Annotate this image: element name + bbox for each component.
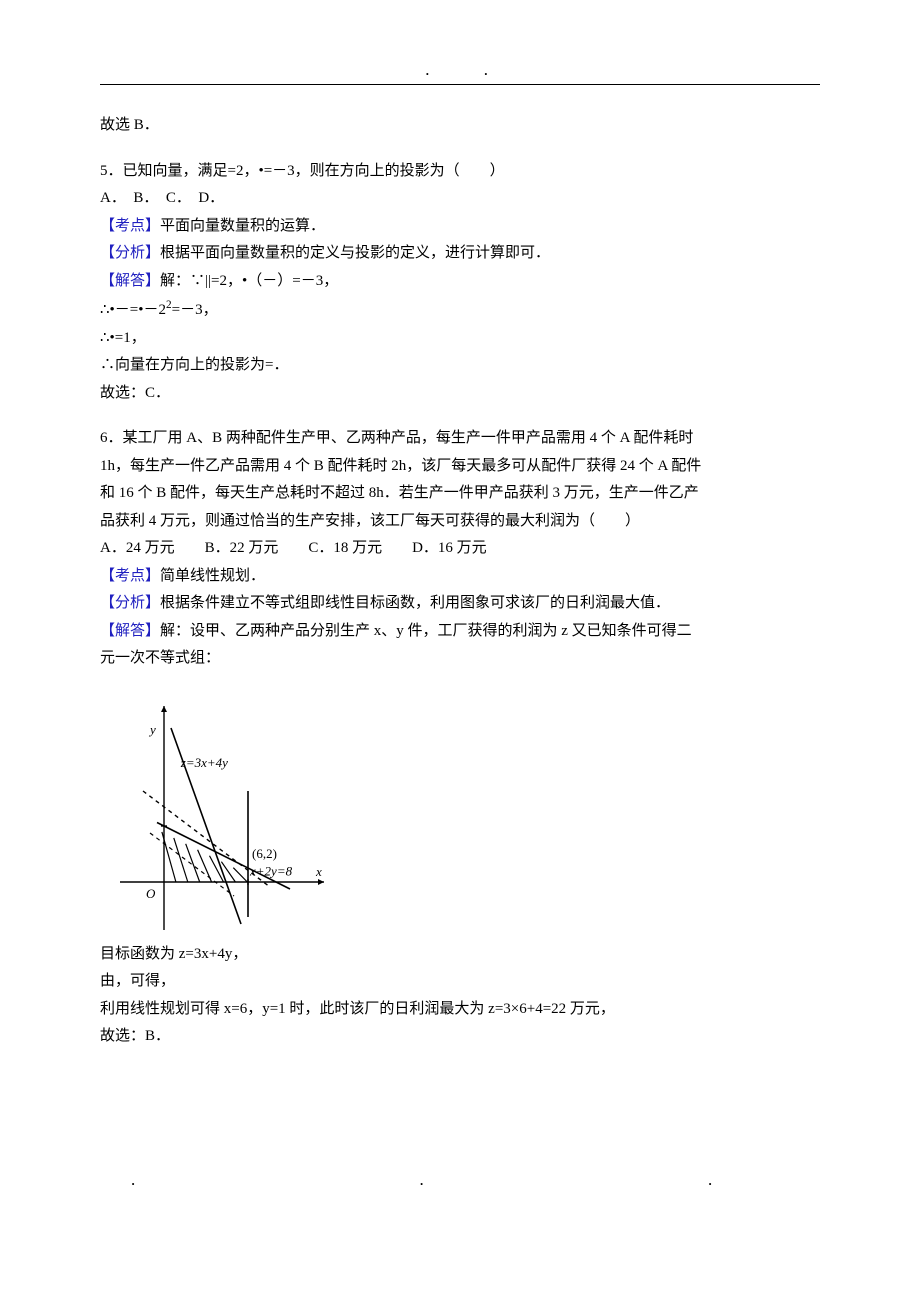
q6-stem-3: 和 16 个 B 配件，每天生产总耗时不超过 8h．若生产一件甲产品获利 3 万… bbox=[100, 481, 820, 507]
footer-d2: ． bbox=[418, 1170, 431, 1192]
svg-text:z=3x+4y: z=3x+4y bbox=[180, 755, 228, 770]
q6-post-4: 故选：B． bbox=[100, 1024, 820, 1050]
q5-kaodian: 【考点】平面向量数量积的运算． bbox=[100, 214, 820, 240]
q6-fx-label: 【分析】 bbox=[100, 595, 160, 611]
q5-options: A． B． C． D． bbox=[100, 186, 820, 212]
q6-fx-text: 根据条件建立不等式组即线性目标函数，利用图象可求该厂的日利润最大值． bbox=[160, 595, 670, 611]
q6-kp-label: 【考点】 bbox=[100, 568, 160, 584]
q5-kp-text: 平面向量数量积的运算． bbox=[160, 218, 325, 234]
svg-text:x: x bbox=[315, 864, 322, 879]
svg-text:O: O bbox=[146, 886, 156, 901]
q4-conclusion: 故选 B． bbox=[100, 113, 820, 139]
q6-stem-4: 品获利 4 万元，则通过恰当的生产安排，该工厂每天可获得的最大利润为（ ） bbox=[100, 509, 820, 535]
q5-fx-text: 根据平面向量数量积的定义与投影的定义，进行计算即可． bbox=[160, 245, 550, 261]
q5-jd-line2b: =－3， bbox=[172, 302, 218, 318]
q6-stem-1: 6．某工厂用 A、B 两种配件生产甲、乙两种产品，每生产一件甲产品需用 4 个 … bbox=[100, 426, 820, 452]
q5-jd-line1: 解：∵||=2，•（－）=－3， bbox=[160, 273, 338, 289]
q6-kp-text: 简单线性规划． bbox=[160, 568, 265, 584]
q5-jieda-3: ∴•=1， bbox=[100, 326, 820, 352]
q5-jd-label: 【解答】 bbox=[100, 273, 160, 289]
q6-jieda-1: 【解答】解：设甲、乙两种产品分别生产 x、y 件，工厂获得的利润为 z 又已知条… bbox=[100, 619, 820, 645]
q5-jieda-5: 故选：C． bbox=[100, 381, 820, 407]
q6-fenxi: 【分析】根据条件建立不等式组即线性目标函数，利用图象可求该厂的日利润最大值． bbox=[100, 591, 820, 617]
q6-stem-2: 1h，每生产一件乙产品需用 4 个 B 配件耗时 2h，该厂每天最多可从配件厂获… bbox=[100, 454, 820, 480]
svg-text:y: y bbox=[148, 722, 156, 737]
svg-text:(6,2): (6,2) bbox=[252, 846, 277, 861]
q5-fx-label: 【分析】 bbox=[100, 245, 160, 261]
q6-options: A．24 万元 B．22 万元 C．18 万元 D．16 万元 bbox=[100, 536, 820, 562]
q5-jd-line2a: ∴•－=•－2 bbox=[100, 302, 166, 318]
q6-jieda-2: 元一次不等式组： bbox=[100, 646, 820, 672]
footer-d1: ． bbox=[130, 1170, 143, 1192]
header-dot: ． ． bbox=[100, 60, 820, 82]
linear-programming-chart: y x Oz=3x+4y (6,2) x+2y=8 bbox=[100, 686, 340, 938]
footer-dots: ． ． ． bbox=[100, 1170, 820, 1192]
q5-jieda-1: 【解答】解：∵||=2，•（－）=－3， bbox=[100, 269, 820, 295]
footer-d3: ． bbox=[707, 1170, 720, 1192]
q6-post-3: 利用线性规划可得 x=6，y=1 时，此时该厂的日利润最大为 z=3×6+4=2… bbox=[100, 997, 820, 1023]
q6-jd-label: 【解答】 bbox=[100, 623, 160, 639]
q6-kaodian: 【考点】简单线性规划． bbox=[100, 564, 820, 590]
q5-fenxi: 【分析】根据平面向量数量积的定义与投影的定义，进行计算即可． bbox=[100, 241, 820, 267]
svg-text:x+2y=8: x+2y=8 bbox=[249, 863, 293, 878]
q6-post-2: 由，可得， bbox=[100, 969, 820, 995]
q5-jieda-4: ∴向量在方向上的投影为=． bbox=[100, 353, 820, 379]
q5-stem: 5．已知向量，满足=2，•=－3，则在方向上的投影为（ ） bbox=[100, 159, 820, 185]
q6-post-1: 目标函数为 z=3x+4y， bbox=[100, 942, 820, 968]
q5-kp-label: 【考点】 bbox=[100, 218, 160, 234]
header-rule bbox=[100, 84, 820, 85]
q6-jd-text1: 解：设甲、乙两种产品分别生产 x、y 件，工厂获得的利润为 z 又已知条件可得二 bbox=[160, 623, 692, 639]
q5-jieda-2: ∴•－=•－22=－3， bbox=[100, 296, 820, 324]
